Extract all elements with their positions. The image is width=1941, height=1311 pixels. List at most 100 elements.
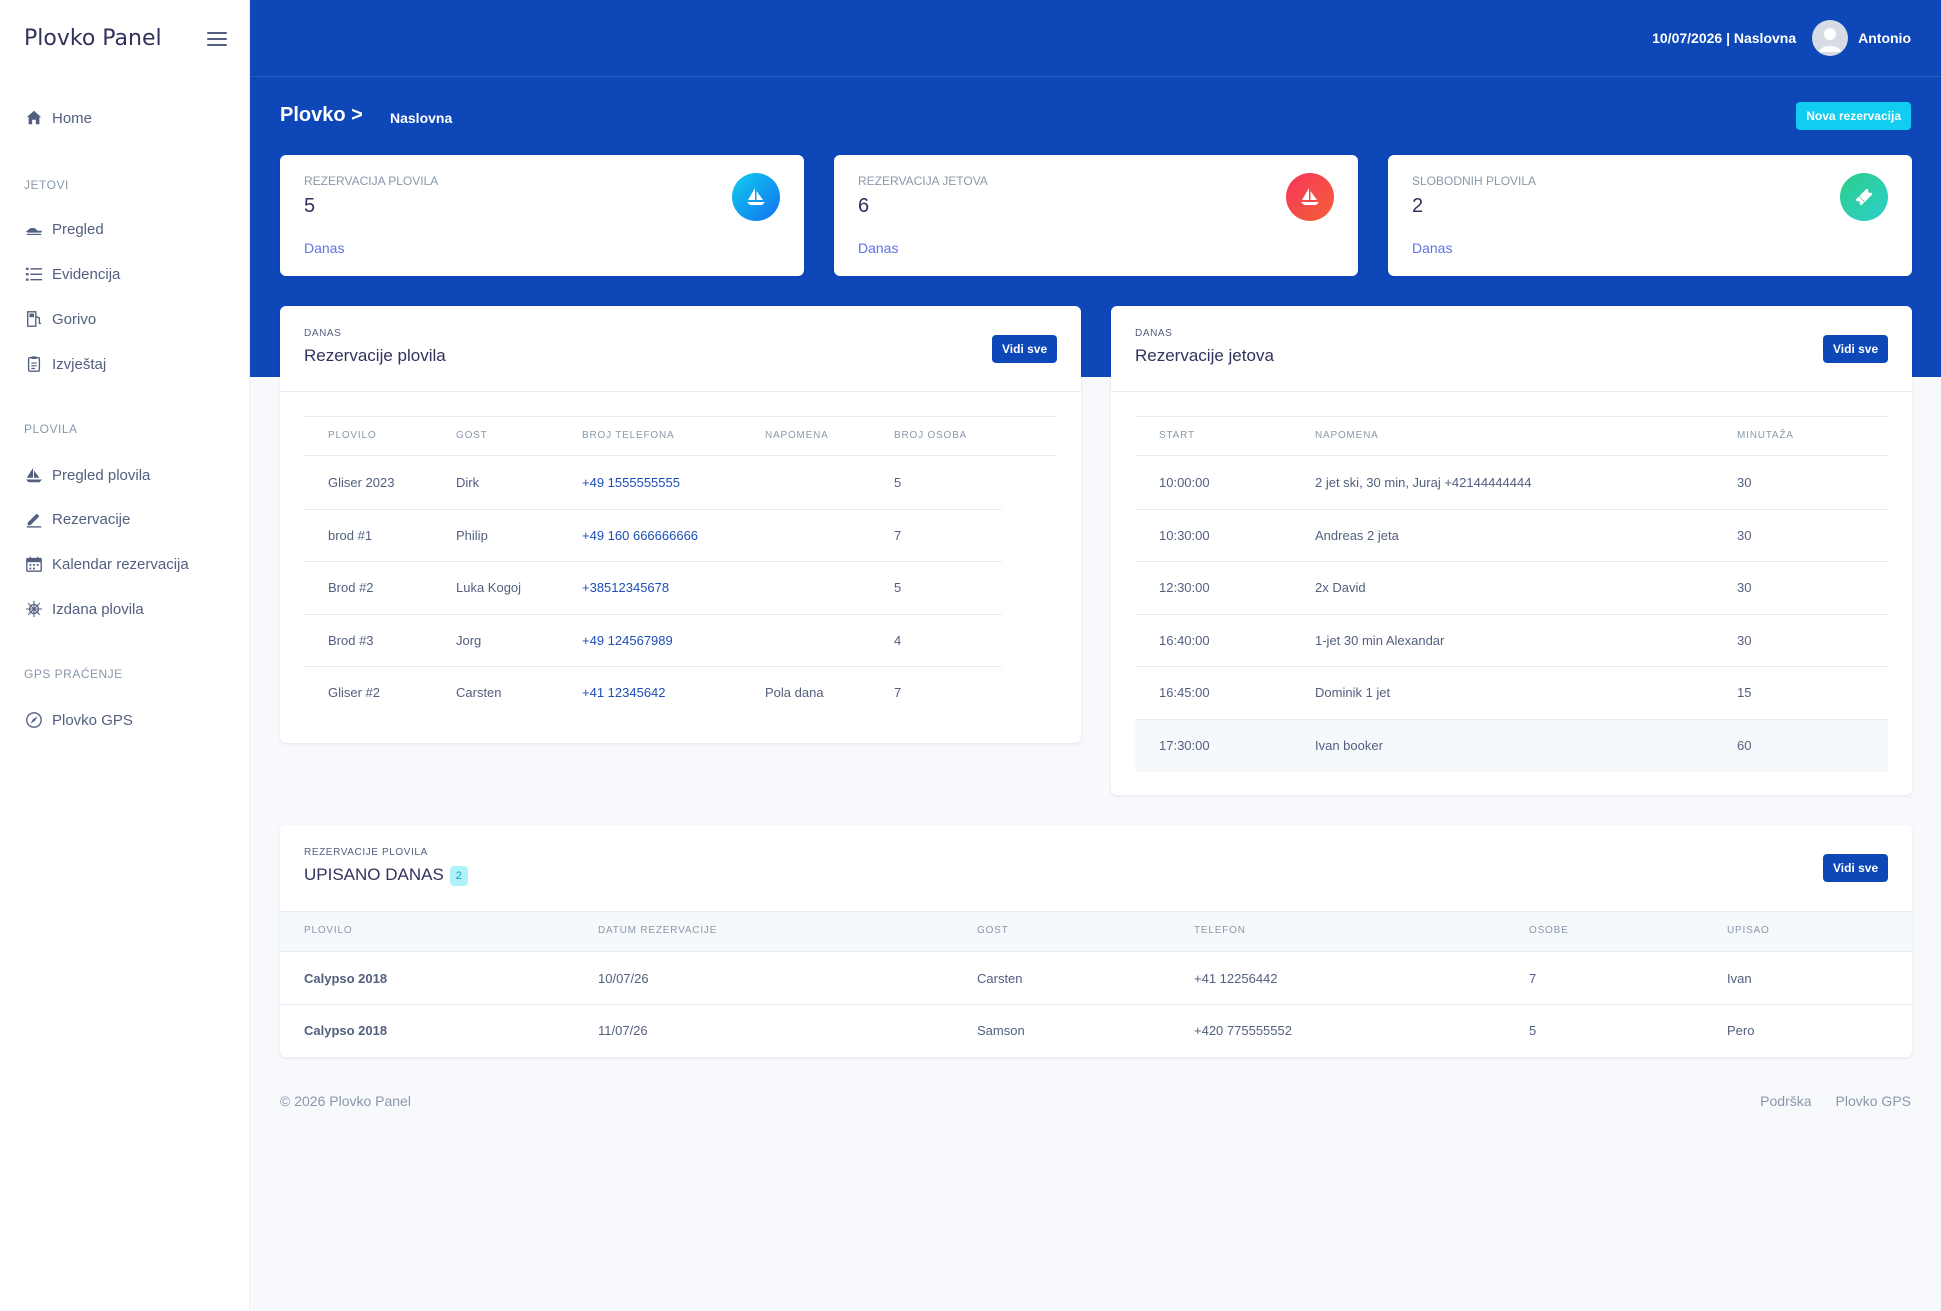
entered-today-card: REZERVACIJE PLOVILA UPISANO DANAS 2 Vidi … (280, 825, 1912, 1057)
sidebar-item-izdana-plovila[interactable]: Izdana plovila (24, 597, 144, 621)
list-icon (24, 264, 44, 284)
card-overline: REZERVACIJE PLOVILA (304, 847, 428, 858)
cell-boat: Calypso 2018 (304, 1023, 388, 1038)
cell-note: Dominik 1 jet (1315, 685, 1391, 700)
cell-boat: Brod #3 (328, 633, 374, 648)
stat-footer: Danas (858, 240, 899, 256)
sidebar-item-plovko-gps[interactable]: Plovko GPS (24, 708, 133, 732)
nav-heading-gps: GPS PRAĆENJE (24, 667, 123, 681)
sidebar-item-label: Pregled plovila (52, 466, 151, 484)
cell-boat: brod #1 (328, 528, 373, 543)
new-reservation-button[interactable]: Nova rezervacija (1796, 102, 1911, 130)
sidebar-item-izvjestaj[interactable]: Izvještaj (24, 352, 106, 376)
stat-label: REZERVACIJA PLOVILA (304, 174, 439, 188)
stat-footer: Danas (304, 240, 345, 256)
cell-entered-by: Pero (1727, 1023, 1755, 1038)
view-all-button[interactable]: Vidi sve (1823, 335, 1889, 363)
cell-start: 10:00:00 (1159, 475, 1210, 490)
row-divider (1135, 561, 1888, 562)
user-name[interactable]: Antonio (1858, 30, 1911, 46)
cell-minutes: 15 (1737, 685, 1752, 700)
sidebar-item-rezervacije[interactable]: Rezervacije (24, 507, 130, 531)
stat-label: REZERVACIJA JETOVA (858, 174, 988, 188)
phone-link[interactable]: +49 124567989 (582, 633, 673, 648)
table-top-border (1135, 416, 1888, 417)
column-header: BROJ TELEFONA (582, 430, 675, 441)
sidebar-item-evidencija[interactable]: Evidencija (24, 262, 120, 286)
card-title-text: UPISANO DANAS (304, 865, 444, 884)
table-header: PLOVILO DATUM REZERVACIJE GOST TELEFON O… (280, 911, 1912, 952)
cell-start: 17:30:00 (1159, 738, 1210, 753)
cell-note: Andreas 2 jeta (1315, 528, 1399, 543)
phone-link[interactable]: +49 1555555555 (582, 475, 680, 490)
breadcrumb[interactable]: Naslovna (390, 110, 453, 126)
column-header: UPISAO (1727, 925, 1770, 936)
footer-link-support[interactable]: Podrška (1760, 1093, 1812, 1109)
stat-value: 2 (1412, 195, 1424, 217)
row-divider (304, 666, 1002, 667)
cell-note: 2 jet ski, 30 min, Juraj +42144444444 (1315, 475, 1532, 490)
header-divider (250, 76, 1941, 77)
table-row[interactable]: 17:30:00 Ivan booker 60 (1135, 720, 1888, 772)
copyright: © 2026 Plovko Panel (280, 1093, 411, 1109)
sailboat-icon (24, 465, 44, 485)
sidebar-item-pregled[interactable]: Pregled (24, 217, 104, 241)
avatar[interactable] (1812, 20, 1849, 56)
cell-phone: +41 12256442 (1194, 971, 1278, 986)
view-all-button[interactable]: Vidi sve (992, 335, 1058, 363)
user-menu[interactable]: 10/07/2026 | Naslovna Antonio (1652, 20, 1911, 56)
cell-persons: 4 (894, 633, 902, 648)
phone-link[interactable]: +41 12345642 (582, 685, 666, 700)
cell-boat: Gliser 2023 (328, 475, 395, 490)
calendar-icon (24, 554, 44, 574)
view-all-button[interactable]: Vidi sve (1823, 854, 1889, 882)
column-header: START (1159, 430, 1195, 441)
footer-links: Podrška Plovko GPS (1760, 1093, 1911, 1109)
cell-start: 16:45:00 (1159, 685, 1210, 700)
cell-note: Pola dana (765, 685, 824, 700)
card-divider (280, 391, 1081, 392)
sailboat-icon (1286, 173, 1334, 221)
sidebar-item-pregled-plovila[interactable]: Pregled plovila (24, 463, 150, 487)
row-divider (1135, 614, 1888, 615)
cell-boat: Brod #2 (328, 580, 374, 595)
cell-guest: Philip (456, 528, 488, 543)
cell-minutes: 60 (1737, 738, 1752, 753)
row-divider (1135, 509, 1888, 510)
cell-note: 1-jet 30 min Alexandar (1315, 633, 1445, 648)
cell-entered-by: Ivan (1727, 971, 1752, 986)
stat-label: SLOBODNIH PLOVILA (1412, 174, 1537, 188)
sidebar-item-home[interactable]: Home (24, 106, 92, 130)
table-header-border (1135, 455, 1888, 456)
pencil-icon (24, 509, 44, 529)
column-header: PLOVILO (328, 430, 377, 441)
sidebar-item-label: Plovko GPS (52, 711, 133, 729)
stat-footer: Danas (1412, 240, 1453, 256)
phone-link[interactable]: +38512345678 (582, 580, 670, 595)
clipboard-icon (24, 354, 44, 374)
card-overline: DANAS (1135, 328, 1173, 339)
sidebar-item-gorivo[interactable]: Gorivo (24, 307, 96, 331)
sidebar-item-kalendar[interactable]: Kalendar rezervacija (24, 552, 189, 576)
row-divider (304, 614, 1002, 615)
nav-heading-plovila: PLOVILA (24, 422, 78, 436)
brand-name[interactable]: Plovko Panel (24, 26, 162, 51)
cell-minutes: 30 (1737, 475, 1752, 490)
sidebar-item-label: Pregled (52, 220, 104, 238)
sidebar-item-label: Izdana plovila (52, 600, 144, 618)
table-top-border (304, 416, 1057, 417)
cell-boat: Calypso 2018 (304, 971, 388, 986)
footer-link-gps[interactable]: Plovko GPS (1835, 1093, 1911, 1109)
cell-date: 10/07/26 (598, 971, 649, 986)
row-divider (304, 561, 1002, 562)
menu-toggle-icon[interactable] (207, 32, 227, 50)
cell-guest: Luka Kogoj (456, 580, 522, 595)
count-badge: 2 (449, 865, 468, 886)
column-header: NAPOMENA (765, 430, 829, 441)
page-title: Plovko > (280, 104, 363, 126)
column-header: BROJ OSOBA (894, 430, 968, 441)
cell-note: 2x David (1315, 580, 1366, 595)
phone-link[interactable]: +49 160 666666666 (582, 528, 699, 543)
card-title: Rezervacije plovila (304, 346, 446, 365)
card-divider (1111, 391, 1912, 392)
